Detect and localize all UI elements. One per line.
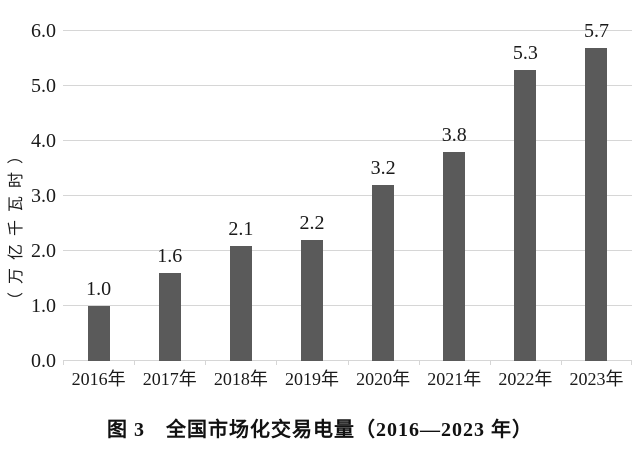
- y-tick-label: 6.0: [31, 20, 56, 42]
- bar: 3.8: [442, 125, 467, 361]
- axis-tick: [560, 361, 562, 365]
- axis-tick: [489, 361, 491, 365]
- figure-caption: 图 3 全国市场化交易电量（2016—2023 年）: [107, 419, 533, 441]
- bar-value-label: 1.0: [86, 278, 112, 300]
- x-tick-label: 2019年: [284, 369, 339, 389]
- gridline: [63, 195, 632, 196]
- bar-value-label: 1.6: [157, 245, 183, 267]
- y-axis-title: （万亿千瓦时）: [8, 139, 25, 309]
- bar: 1.6: [157, 246, 182, 361]
- x-tick-label: 2018年: [213, 369, 268, 389]
- axis-tick: [63, 361, 64, 365]
- bar-slot-2017: 1.6: [134, 31, 205, 361]
- bar: 5.3: [513, 43, 538, 361]
- gridline: [63, 305, 632, 306]
- gridline: [63, 30, 632, 31]
- bar: 1.0: [86, 279, 111, 361]
- axis-tick: [418, 361, 420, 365]
- bar: 3.2: [371, 158, 396, 361]
- axis-tick: [134, 361, 136, 365]
- x-axis-line: [63, 360, 632, 361]
- x-axis-labels: 2016年 2017年 2018年 2019年 2020年 2021年 2022…: [63, 369, 632, 390]
- y-tick-label: 0.0: [31, 350, 56, 372]
- axis-tick: [631, 361, 632, 365]
- bar-slot-2023: 5.7: [561, 21, 632, 361]
- bar-value-label: 5.7: [583, 19, 609, 42]
- x-tick-label: 2016年: [71, 369, 126, 389]
- bar-value-label: 2.1: [228, 217, 254, 240]
- bar-slot-2018: 2.1: [205, 31, 276, 361]
- axis-tick: [205, 361, 207, 365]
- bar-slot-2016: 1.0: [63, 31, 134, 361]
- y-tick-label: 3.0: [31, 185, 56, 207]
- axis-tick: [276, 361, 278, 365]
- plot-area: 1.0 1.6 2.1 2.2 3.2: [63, 21, 632, 361]
- bar-value-label: 3.2: [370, 157, 396, 179]
- bar: 2.2: [299, 213, 324, 361]
- x-axis-ticks: [63, 361, 632, 365]
- y-tick-label: 1.0: [31, 295, 56, 317]
- bar-slot-2020: 3.2: [348, 31, 419, 361]
- axis-tick: [347, 361, 349, 365]
- bar-slot-2021: 3.8: [419, 31, 490, 361]
- bar: 5.7: [584, 21, 609, 361]
- bar-value-label: 3.8: [441, 124, 467, 146]
- bar-slot-2022: 5.3: [490, 31, 561, 361]
- x-tick-label: 2017年: [142, 369, 197, 389]
- x-tick-label: 2020年: [356, 369, 411, 389]
- gridline: [63, 250, 632, 251]
- bar-value-label: 2.2: [299, 212, 325, 234]
- bars-container: 1.0 1.6 2.1 2.2 3.2: [63, 21, 632, 361]
- x-tick-label: 2023年: [569, 369, 624, 389]
- bar-value-label: 5.3: [512, 41, 538, 64]
- gridline: [63, 85, 632, 86]
- bar: 2.1: [228, 219, 253, 361]
- x-tick-label: 2022年: [498, 369, 553, 389]
- y-tick-label: 2.0: [31, 240, 56, 262]
- gridline: [63, 140, 632, 141]
- y-tick-label: 4.0: [31, 130, 56, 152]
- y-tick-label: 5.0: [31, 75, 56, 97]
- x-tick-label: 2021年: [427, 369, 482, 389]
- bar-slot-2019: 2.2: [276, 31, 347, 361]
